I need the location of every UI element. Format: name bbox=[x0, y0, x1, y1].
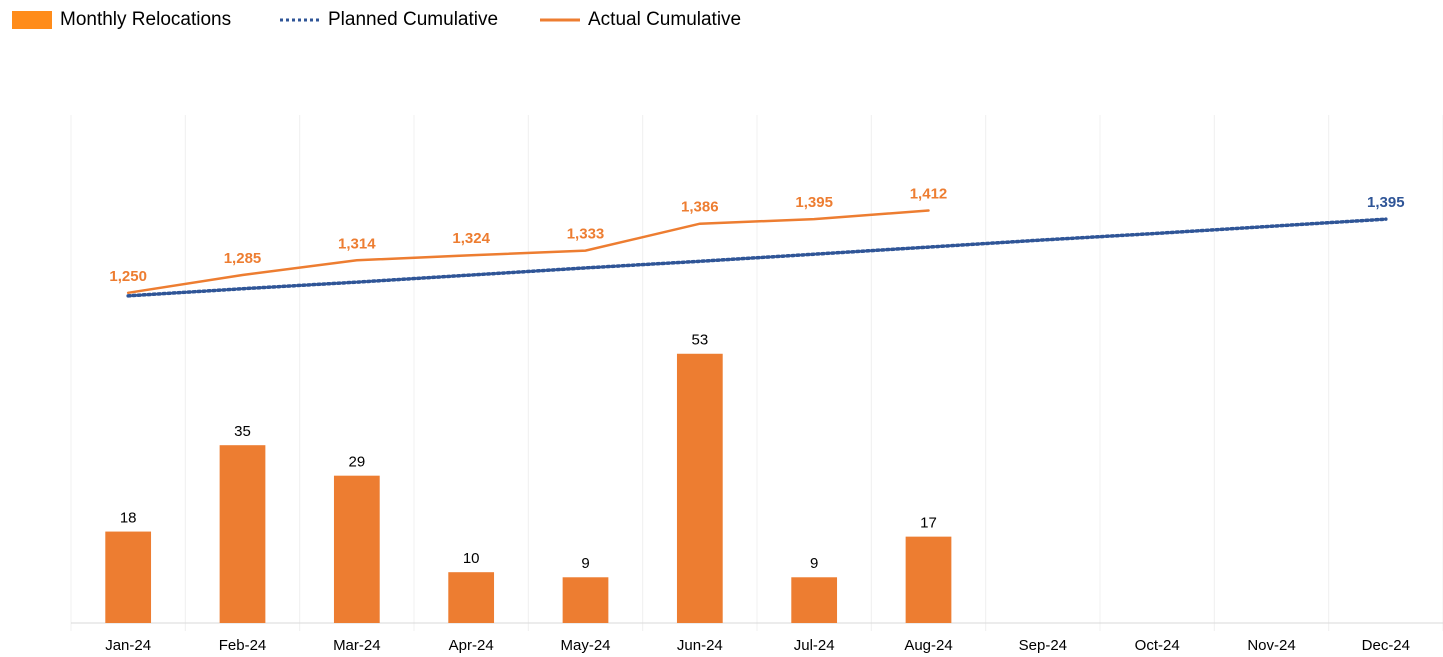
line-value-label: 1,412 bbox=[910, 185, 948, 202]
line-value-label: 1,324 bbox=[452, 230, 490, 247]
x-tick-label: Oct-24 bbox=[1135, 637, 1180, 654]
x-tick-label: Jan-24 bbox=[105, 637, 151, 654]
x-tick-label: Jun-24 bbox=[677, 637, 723, 654]
bar-value-label: 10 bbox=[463, 550, 480, 567]
x-tick-label: Dec-24 bbox=[1362, 637, 1410, 654]
line-value-label: 1,386 bbox=[681, 199, 719, 216]
line bbox=[126, 217, 1388, 298]
bar bbox=[905, 536, 952, 623]
bar bbox=[448, 572, 495, 623]
x-tick-label: Nov-24 bbox=[1247, 637, 1295, 654]
legend-label: Planned Cumulative bbox=[328, 9, 498, 30]
bar-value-label: 35 bbox=[234, 423, 251, 440]
bar-value-label: 17 bbox=[920, 515, 937, 532]
line bbox=[126, 209, 930, 295]
line-value-label: 1,333 bbox=[567, 226, 605, 243]
legend-swatch bbox=[12, 11, 52, 29]
legend-label: Actual Cumulative bbox=[588, 9, 741, 30]
bar bbox=[562, 577, 609, 623]
bar bbox=[676, 353, 723, 623]
x-tick-label: Apr-24 bbox=[449, 637, 494, 654]
x-tick-label: Feb-24 bbox=[219, 637, 267, 654]
x-tick-label: Sep-24 bbox=[1019, 637, 1067, 654]
line-value-label: 1,395 bbox=[795, 194, 833, 211]
x-tick-label: Mar-24 bbox=[333, 637, 381, 654]
line-value-label: 1,285 bbox=[224, 250, 262, 267]
bar-value-label: 9 bbox=[810, 555, 818, 572]
x-tick-label: May-24 bbox=[560, 637, 610, 654]
bar-value-label: 9 bbox=[581, 555, 589, 572]
bar-value-label: 18 bbox=[120, 510, 137, 527]
bar bbox=[333, 475, 380, 623]
bar-value-label: 29 bbox=[348, 454, 365, 471]
x-tick-label: Aug-24 bbox=[904, 637, 952, 654]
line-value-label: 1,395 bbox=[1367, 194, 1405, 211]
line-value-label: 1,314 bbox=[338, 235, 376, 252]
bar-value-label: 53 bbox=[691, 332, 708, 349]
legend-label: Monthly Relocations bbox=[60, 9, 231, 30]
bar bbox=[219, 445, 266, 623]
line-value-label: 1,250 bbox=[109, 268, 147, 285]
x-tick-label: Jul-24 bbox=[794, 637, 835, 654]
bar bbox=[791, 577, 838, 623]
bar bbox=[105, 531, 152, 623]
